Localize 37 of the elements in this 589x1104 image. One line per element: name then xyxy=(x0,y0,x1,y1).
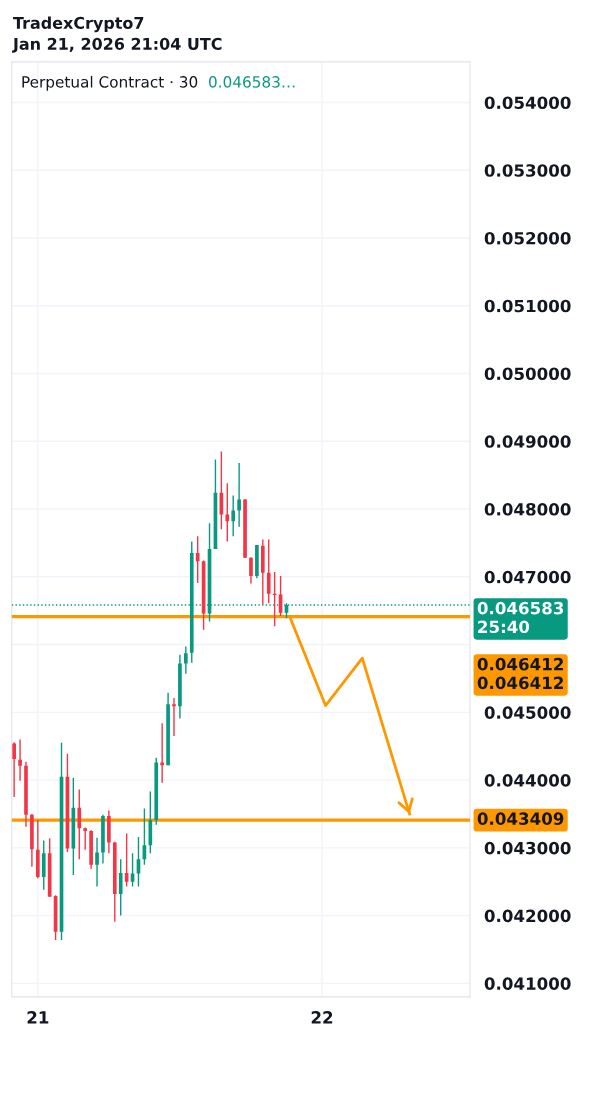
candlestick xyxy=(266,538,271,604)
candlestick xyxy=(41,839,46,891)
y-tick-label: 0.049000 xyxy=(484,435,571,448)
candlestick xyxy=(184,645,188,675)
y-tick-label: 0.045000 xyxy=(484,706,571,719)
y-tick-label: 0.054000 xyxy=(484,96,571,110)
candlestick xyxy=(172,697,176,737)
y-tick-label: 0.042000 xyxy=(484,909,571,923)
candlestick xyxy=(18,738,22,782)
y-tick-label: 0.043000 xyxy=(484,841,571,855)
candlestick xyxy=(195,535,200,584)
candlestick xyxy=(225,482,230,543)
y-tick-label: 0.048000 xyxy=(484,503,571,516)
x-tick-label: 21 xyxy=(27,1011,49,1024)
candlestick xyxy=(118,858,123,917)
y-tick-label: 0.047000 xyxy=(484,570,571,584)
y-tick-label: 0.044000 xyxy=(484,774,571,787)
ref-line-label: 0.043409 xyxy=(477,812,564,825)
candlestick xyxy=(237,462,241,528)
chart-title: TradexCrypto7 xyxy=(13,16,144,33)
y-tick-label: 0.052000 xyxy=(484,231,571,245)
candlestick xyxy=(95,836,99,888)
y-tick-label: 0.053000 xyxy=(484,164,571,177)
candlestick xyxy=(231,494,236,537)
candlestick xyxy=(12,741,16,798)
y-tick-label: 0.050000 xyxy=(484,367,571,381)
x-tick-label: 22 xyxy=(311,1011,333,1024)
annotation: 0.046583… xyxy=(208,76,295,88)
y-tick-label: 0.051000 xyxy=(484,299,571,313)
chart-subtitle: Jan 21, 2026 21:04 UTC xyxy=(12,37,222,53)
candlestick xyxy=(249,556,253,585)
candlestick xyxy=(160,722,164,784)
ref-line-label: 0.046412 0.046412 xyxy=(477,657,563,690)
candlestick xyxy=(77,788,82,861)
ref-line-label: 0.046583 25:40 xyxy=(477,601,564,634)
annotation: Perpetual Contract · 30 xyxy=(22,75,198,91)
y-tick-label: 0.041000 xyxy=(484,977,571,990)
